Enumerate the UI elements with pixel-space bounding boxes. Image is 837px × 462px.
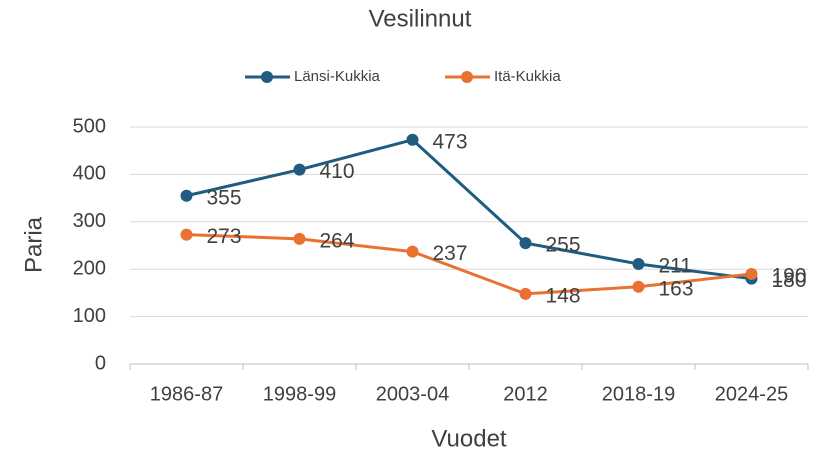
chart-title: Vesilinnut [369,5,472,32]
data-label: 237 [433,242,468,265]
marker [519,237,532,250]
x-tick-label: 2003-04 [376,383,449,405]
y-tick-label: 200 [73,257,106,279]
x-tick-label: 2024-25 [715,383,788,405]
data-label: 473 [433,130,468,153]
x-tick-label: 2018-19 [602,383,675,405]
legend-label: Länsi-Kukkia [294,68,381,85]
marker [180,228,193,241]
data-label: 148 [546,284,581,307]
marker [406,133,419,146]
data-label: 180 [772,269,807,292]
y-tick-label: 500 [73,115,106,137]
x-tick-label: 1998-99 [263,383,336,405]
x-tick-label: 1986-87 [150,383,223,405]
line [186,138,752,281]
y-tick-label: 100 [73,305,106,327]
data-label: 255 [546,234,581,257]
legend-marker [461,71,473,83]
x-tick-label: 2012 [503,383,548,405]
y-tick-label: 300 [73,210,106,232]
marker [293,232,306,245]
y-axis-label: Paria [20,216,47,273]
marker [632,257,645,270]
data-label: 410 [320,160,355,183]
marker [745,267,758,280]
data-label: 163 [659,277,694,300]
x-axis-label: Vuodet [431,425,507,452]
data-label: 211 [659,255,692,278]
marker [180,189,193,202]
marker [519,287,532,300]
legend-label: Itä-Kukkia [494,68,561,85]
data-label: 355 [207,186,242,209]
y-tick-label: 400 [73,163,106,185]
legend-marker [261,71,273,83]
marker [406,245,419,258]
line [186,233,752,296]
data-label: 273 [207,225,242,248]
y-tick-label: 0 [95,352,106,374]
marker [632,280,645,293]
marker [293,163,306,176]
data-label: 190 [772,264,807,287]
data-label: 264 [320,229,355,252]
